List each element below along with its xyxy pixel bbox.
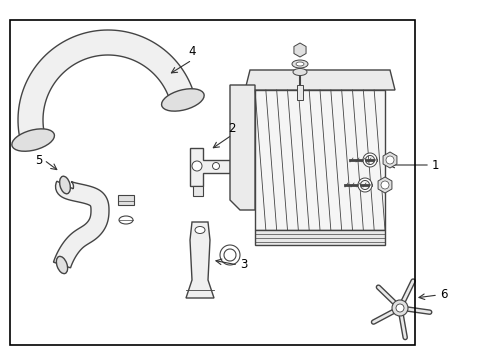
FancyBboxPatch shape [296, 85, 303, 100]
Circle shape [212, 162, 219, 170]
Polygon shape [18, 30, 195, 143]
Text: 5: 5 [35, 153, 42, 166]
Ellipse shape [60, 176, 70, 194]
Ellipse shape [295, 62, 304, 66]
Circle shape [192, 161, 202, 171]
Ellipse shape [195, 226, 204, 234]
Ellipse shape [56, 256, 67, 274]
Bar [254, 230, 384, 245]
Polygon shape [53, 181, 109, 268]
Polygon shape [382, 152, 396, 168]
Polygon shape [185, 222, 214, 298]
Polygon shape [244, 70, 394, 90]
Circle shape [380, 181, 388, 189]
Bar [10, 20, 414, 345]
Bar [254, 90, 384, 230]
Circle shape [385, 156, 393, 164]
Text: 1: 1 [431, 158, 439, 171]
Polygon shape [293, 43, 305, 57]
Ellipse shape [292, 68, 306, 76]
Text: 6: 6 [439, 288, 447, 302]
FancyBboxPatch shape [118, 195, 134, 205]
Polygon shape [190, 148, 229, 186]
Circle shape [395, 304, 403, 312]
Ellipse shape [291, 60, 307, 68]
Ellipse shape [12, 129, 54, 151]
Polygon shape [377, 177, 391, 193]
Bar [193, 186, 203, 196]
Ellipse shape [161, 89, 203, 111]
Text: 4: 4 [188, 45, 195, 58]
Text: 3: 3 [240, 258, 247, 271]
Text: 2: 2 [228, 122, 235, 135]
Polygon shape [229, 85, 254, 210]
Circle shape [391, 300, 407, 316]
